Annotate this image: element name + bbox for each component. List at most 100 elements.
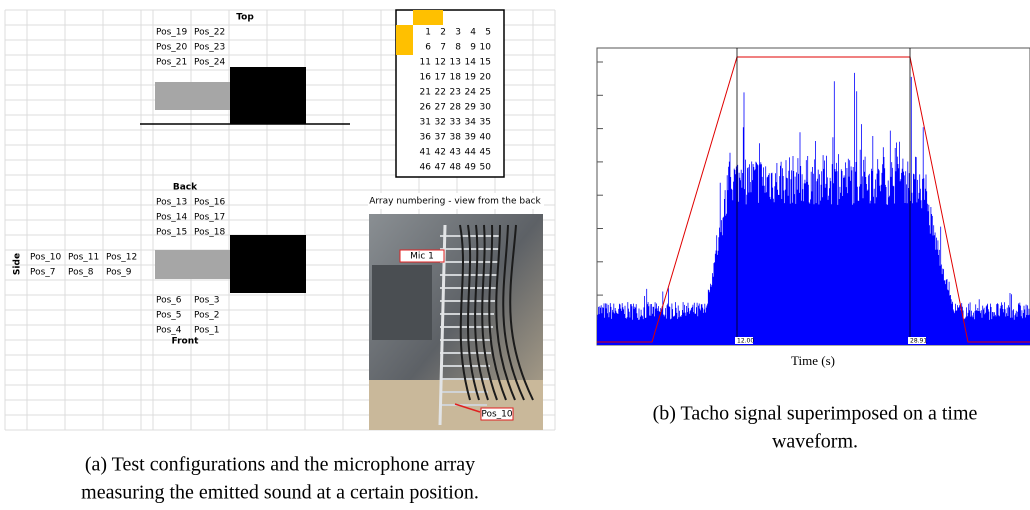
array-number: 38: [450, 133, 462, 143]
photo-cable: [459, 224, 471, 401]
label: Front: [172, 337, 200, 347]
position-label: Pos_23: [194, 43, 225, 53]
array-number: 17: [435, 73, 446, 83]
photo-tag: [480, 407, 514, 421]
array-number: 5: [485, 28, 491, 38]
cursor-label-bg: [908, 337, 926, 344]
position-label: Pos_15: [156, 228, 187, 238]
array-number: 49: [465, 163, 477, 173]
array-number: 1: [425, 28, 431, 38]
position-label: Pos_9: [106, 268, 132, 278]
gray-block: [155, 250, 230, 279]
array-number: 31: [420, 118, 431, 128]
waveform-plot: 12.00 28.91 Time (s): [596, 47, 1030, 368]
array-number: 27: [435, 103, 446, 113]
position-label: Pos_6: [156, 296, 182, 306]
array-number: 13: [450, 58, 461, 68]
black-block: [230, 235, 306, 293]
position-label: Pos_13: [156, 198, 187, 208]
position-label: Pos_5: [156, 311, 182, 321]
array-number: 42: [435, 148, 446, 158]
array-number: 3: [455, 28, 461, 38]
array-number: 37: [435, 133, 446, 143]
position-label: Pos_11: [68, 253, 99, 263]
array-number: 19: [465, 73, 477, 83]
array-number: 14: [465, 58, 477, 68]
array-number: 34: [465, 118, 477, 128]
cursor-label: 12.00: [737, 338, 754, 345]
position-label: Pos_19: [156, 28, 188, 38]
position-label: Pos_20: [156, 43, 188, 53]
caption: (b) Tacho signal superimposed on a time: [653, 403, 978, 425]
position-label: Pos_16: [194, 198, 226, 208]
array-number: 20: [480, 73, 492, 83]
position-label: Pos_24: [194, 58, 226, 68]
position-label: Pos_4: [156, 326, 182, 336]
black-block: [230, 67, 306, 124]
array-number: 10: [480, 43, 492, 53]
array-number: 33: [450, 118, 461, 128]
gray-block: [155, 82, 230, 110]
photo-machine: [372, 265, 432, 340]
caption: (a) Test configurations and the micropho…: [85, 454, 475, 476]
array-number: 4: [470, 28, 476, 38]
array-number: 23: [450, 88, 461, 98]
highlight: [413, 10, 443, 25]
array-number: 16: [420, 73, 432, 83]
array-number: 25: [480, 88, 491, 98]
position-label: Pos_17: [194, 213, 225, 223]
array-number: 41: [420, 148, 431, 158]
array-number: 46: [420, 163, 432, 173]
tacho-signal: [597, 56, 1030, 343]
waveform: [597, 72, 1030, 345]
array-number: 35: [480, 118, 491, 128]
position-label: Pos_21: [156, 58, 187, 68]
photo-cable: [466, 224, 480, 401]
photo-cable: [488, 224, 507, 401]
photo-arrow: [454, 403, 481, 413]
array-number: 12: [435, 58, 446, 68]
cursor-label-bg: [735, 337, 753, 344]
array-number: 18: [450, 73, 462, 83]
array-number: 30: [480, 103, 492, 113]
array-number: 22: [435, 88, 446, 98]
array-number: 24: [465, 88, 477, 98]
cursor-label: 28.91: [910, 338, 927, 345]
position-label: Pos_18: [194, 228, 226, 238]
array-number: 47: [435, 163, 446, 173]
array-number: 40: [480, 133, 492, 143]
position-label: Pos_3: [194, 296, 220, 306]
array-number: 26: [420, 103, 432, 113]
array-number: 43: [450, 148, 461, 158]
array-box: [395, 9, 505, 178]
position-label: Pos_22: [194, 28, 225, 38]
array-number: 15: [480, 58, 491, 68]
array-number: 7: [440, 43, 446, 53]
array-number: 28: [450, 103, 462, 113]
photo-tag-label: Pos_10: [481, 410, 513, 420]
array-number: 45: [480, 148, 491, 158]
label: Back: [173, 183, 198, 193]
array-number: 9: [470, 43, 476, 53]
label: Top: [236, 13, 254, 23]
array-number: 2: [440, 28, 446, 38]
photo-cable: [509, 224, 534, 401]
position-label: Pos_2: [194, 311, 220, 321]
position-label: Pos_12: [106, 253, 137, 263]
array-number: 48: [450, 163, 462, 173]
axis-label: Time (s): [791, 353, 835, 368]
photo-caption-bg: [368, 193, 544, 209]
array-number: 44: [465, 148, 477, 158]
label: Side: [13, 253, 23, 275]
array-number: 21: [420, 88, 431, 98]
array-number: 36: [420, 133, 432, 143]
captions: (b) Tacho signal superimposed on a time w…: [81, 403, 977, 504]
photo-tag-label: Mic 1: [410, 252, 434, 262]
position-label: Pos_7: [30, 268, 56, 278]
array-number: 8: [455, 43, 461, 53]
highlight: [396, 25, 413, 55]
position-label: Pos_10: [30, 253, 62, 263]
caption: measuring the emitted sound at a certain…: [81, 482, 479, 504]
position-label: Pos_1: [194, 326, 220, 336]
photo-caption: Array numbering - view from the back: [369, 197, 541, 207]
